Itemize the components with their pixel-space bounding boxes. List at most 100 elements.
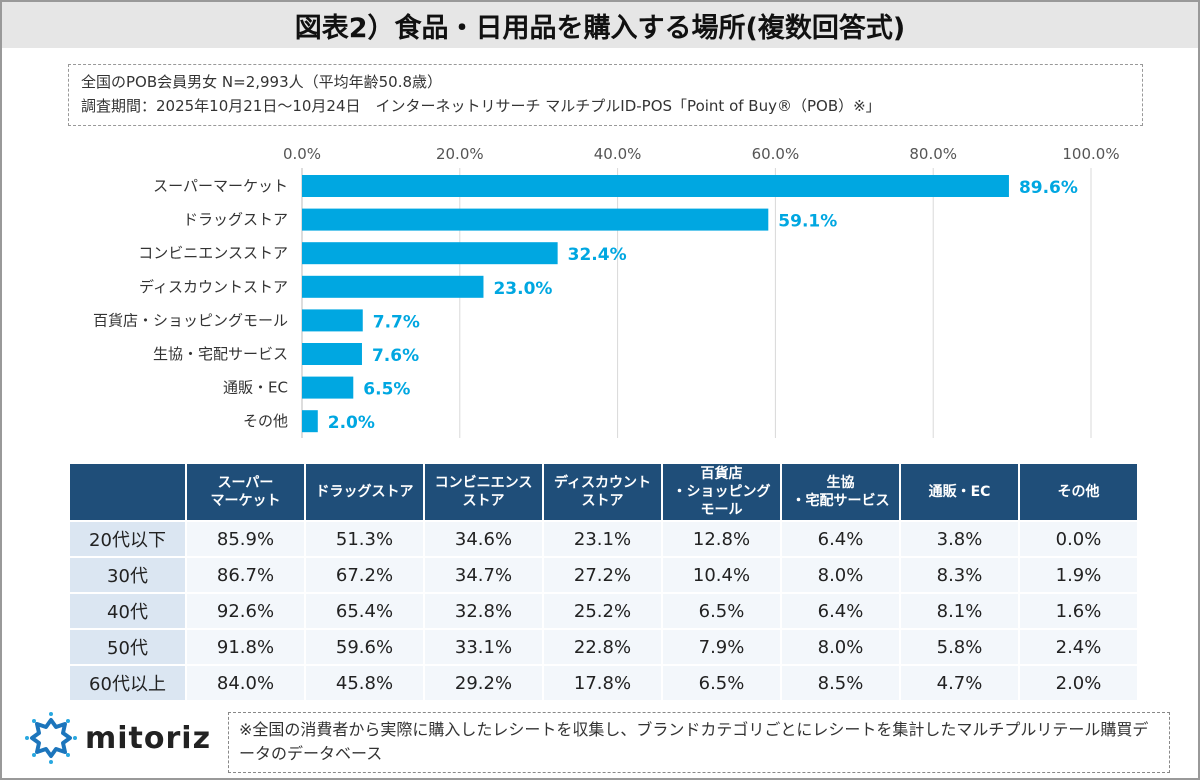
category-label: その他 [243, 412, 288, 430]
column-header: 百貨店 ・ショッピング モール [663, 464, 780, 520]
table-cell: 92.6% [187, 594, 304, 628]
table-cell: 91.8% [187, 630, 304, 664]
table-cell: 8.1% [901, 594, 1018, 628]
logo-mark-icon [25, 712, 77, 764]
survey-info-box: 全国のPOB会員男女 N=2,993人（平均年齢50.8歳） 調査期間：2025… [68, 64, 1143, 126]
x-tick-label: 100.0% [1062, 145, 1119, 163]
table-cell: 45.8% [306, 666, 423, 700]
table-cell: 84.0% [187, 666, 304, 700]
table-cell: 8.3% [901, 558, 1018, 592]
table-row: 20代以下 85.9% 51.3% 34.6% 23.1% 12.8% 6.4% 3.8% 0.… [70, 522, 1137, 556]
logo-text: mitoriz [85, 720, 212, 756]
age-group-label: 40代 [70, 594, 185, 628]
table-cell: 2.0% [1020, 666, 1137, 700]
bar [302, 175, 1009, 197]
table-cell: 65.4% [306, 594, 423, 628]
category-label: ドラッグストア [183, 211, 288, 229]
table-cell: 59.6% [306, 630, 423, 664]
x-tick-label: 60.0% [752, 145, 800, 163]
category-label: 百貨店・ショッピングモール [93, 311, 288, 329]
table-cell: 7.9% [663, 630, 780, 664]
table-cell: 23.1% [544, 522, 661, 556]
table-cell: 1.9% [1020, 558, 1137, 592]
table-row: 30代 86.7% 67.2% 34.7% 27.2% 10.4% 8.0% 8.3% 1.9% [70, 558, 1137, 592]
bar-chart: 0.0% 20.0% 40.0% 60.0% 80.0% 100.0% スーパーマーケット 8… [93, 145, 1120, 438]
table-cell: 8.0% [782, 630, 899, 664]
bar [302, 376, 354, 399]
page-title: 図表2）食品・日用品を購入する場所(複数回答式) [2, 2, 1198, 48]
table-cell: 6.4% [782, 522, 899, 556]
table-cell: 12.8% [663, 522, 780, 556]
column-header: 生協 ・宅配サービス [782, 464, 899, 520]
table-cell: 6.4% [782, 594, 899, 628]
data-label: 59.1% [778, 212, 837, 232]
category-label: 生協・宅配サービス [153, 345, 288, 363]
table-cell: 3.8% [901, 522, 1018, 556]
bar [302, 309, 363, 332]
age-group-label: 20代以下 [70, 522, 185, 556]
table-cell: 34.6% [425, 522, 542, 556]
table-corner-cell [70, 464, 185, 520]
age-group-label: 60代以上 [70, 666, 185, 700]
age-group-label: 30代 [70, 558, 185, 592]
table-cell: 1.6% [1020, 594, 1137, 628]
table-header-row: スーパー マーケット ドラッグストア コンビニエンス ストア ディスカウント ストア百… [70, 464, 1137, 520]
table-cell: 67.2% [306, 558, 423, 592]
table-cell: 17.8% [544, 666, 661, 700]
table-row: 40代 92.6% 65.4% 32.8% 25.2% 6.5% 6.4% 8.1% 1.6% [70, 594, 1137, 628]
table-cell: 0.0% [1020, 522, 1137, 556]
table-cell: 25.2% [544, 594, 661, 628]
table-cell: 4.7% [901, 666, 1018, 700]
mitoriz-logo: mitoriz [25, 712, 211, 764]
footnote: ※全国の消費者から実際に購入したレシートを収集し、ブランドカテゴリごとにレシート… [228, 712, 1170, 773]
table-cell: 5.8% [901, 630, 1018, 664]
column-header: コンビニエンス ストア [425, 464, 542, 520]
bar [302, 410, 318, 433]
column-header: スーパー マーケット [187, 464, 304, 520]
data-label: 2.0% [328, 413, 375, 433]
bar [302, 242, 558, 265]
age-group-label: 50代 [70, 630, 185, 664]
table-cell: 86.7% [187, 558, 304, 592]
column-header: ディスカウント ストア [544, 464, 661, 520]
table-row: 60代以上 84.0% 45.8% 29.2% 17.8% 6.5% 8.5% 4.7% 2.0… [70, 666, 1137, 700]
bar [302, 208, 769, 231]
table-cell: 51.3% [306, 522, 423, 556]
table-cell: 33.1% [425, 630, 542, 664]
table-cell: 22.8% [544, 630, 661, 664]
table-cell: 6.5% [663, 594, 780, 628]
survey-period-text: 調査期間：2025年10月21日～10月24日 インターネットリサーチ マルチプ… [81, 97, 881, 115]
table-cell: 85.9% [187, 522, 304, 556]
x-tick-label: 40.0% [594, 145, 642, 163]
x-tick-label: 20.0% [436, 145, 484, 163]
bar [302, 275, 484, 298]
table-cell: 29.2% [425, 666, 542, 700]
category-label: 通販・EC [223, 379, 288, 397]
data-label: 7.6% [372, 346, 419, 366]
category-label: コンビニエンスストア [138, 244, 288, 262]
bar [302, 343, 362, 365]
table-cell: 8.5% [782, 666, 899, 700]
table-cell: 2.4% [1020, 630, 1137, 664]
table-row: 50代 91.8% 59.6% 33.1% 22.8% 7.9% 8.0% 5.8% 2.4% [70, 630, 1137, 664]
column-header: その他 [1020, 464, 1137, 520]
data-label: 32.4% [568, 245, 627, 265]
age-breakdown-table: スーパー マーケット ドラッグストア コンビニエンス ストア ディスカウント ストア百… [68, 462, 1139, 702]
table-cell: 32.8% [425, 594, 542, 628]
table-cell: 8.0% [782, 558, 899, 592]
category-label: ディスカウントストア [139, 278, 288, 296]
column-header: 通販・EC [901, 464, 1018, 520]
survey-sample-text: 全国のPOB会員男女 N=2,993人（平均年齢50.8歳） [81, 73, 443, 91]
table-cell: 27.2% [544, 558, 661, 592]
x-tick-label: 80.0% [909, 145, 957, 163]
table-cell: 10.4% [663, 558, 780, 592]
table-cell: 34.7% [425, 558, 542, 592]
column-header: ドラッグストア [306, 464, 423, 520]
category-label: スーパーマーケット [153, 177, 288, 195]
x-tick-label: 0.0% [283, 145, 321, 163]
data-label: 23.0% [493, 279, 552, 299]
data-label: 89.6% [1019, 178, 1078, 198]
data-label: 6.5% [363, 380, 410, 400]
data-label: 7.7% [373, 312, 420, 332]
